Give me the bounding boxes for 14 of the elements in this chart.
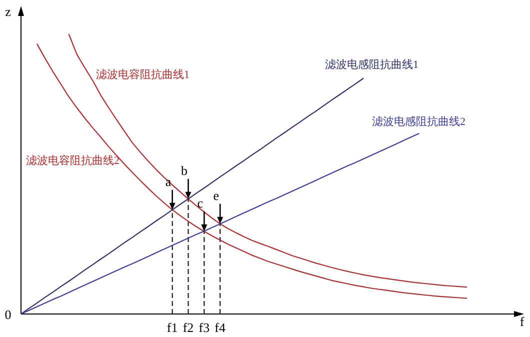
annotation: c	[197, 195, 204, 210]
annotation: b	[181, 162, 188, 178]
x-tick-label: f4	[214, 320, 226, 335]
x-tick-label: f3	[198, 320, 210, 335]
x-tick-label: f2	[182, 320, 194, 335]
series-label: 滤波电容阻抗曲线2	[26, 154, 120, 167]
x-tick-label: f1	[166, 320, 178, 335]
annotation: e	[213, 188, 220, 203]
text: 0	[4, 307, 12, 322]
x-axis-title: f	[520, 314, 525, 329]
series-label: 滤波电容阻抗曲线1	[96, 68, 190, 81]
series-label: 滤波电感阻抗曲线1	[325, 58, 418, 71]
series-label: 滤波电感阻抗曲线2	[372, 115, 466, 128]
y-axis-title: z	[5, 4, 12, 19]
